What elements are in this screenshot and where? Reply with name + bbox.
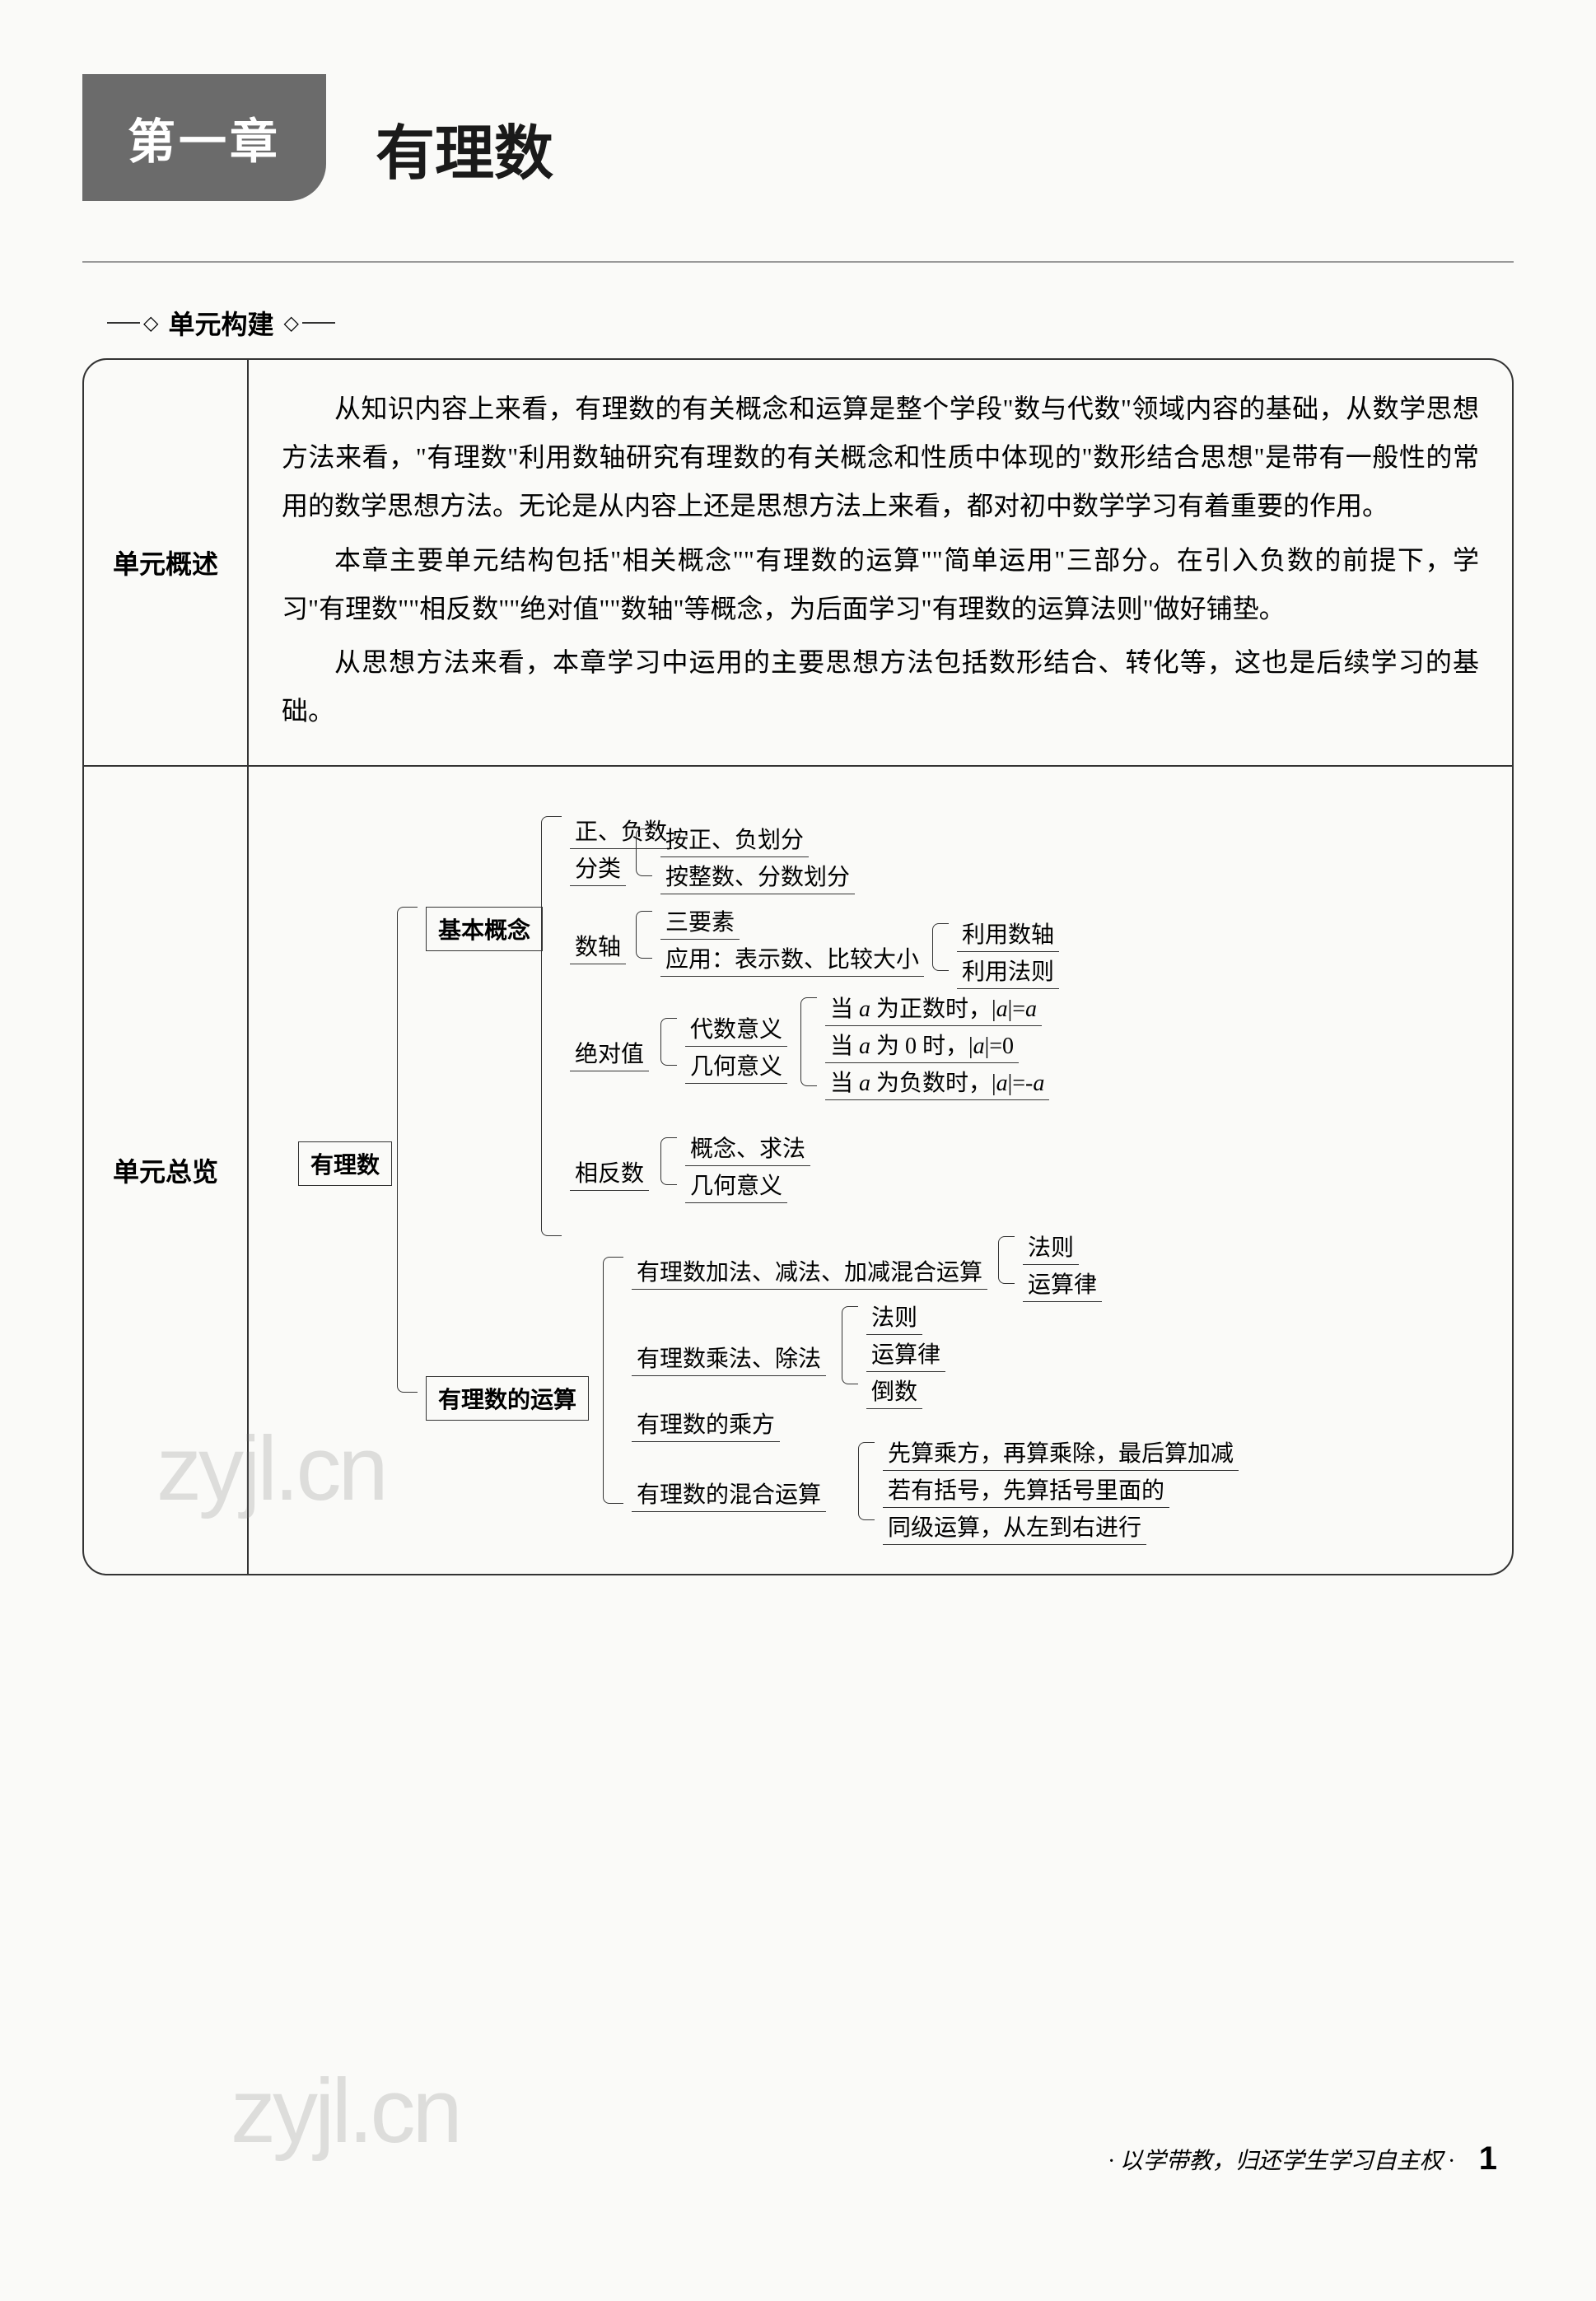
bracket-axis bbox=[636, 911, 652, 959]
classify-item-1: 按整数、分数划分 bbox=[660, 857, 855, 894]
mindmap: 有理数 基本概念 正、负数 分类 按正、负划分 按整数、分数划分 数轴 bbox=[282, 791, 1479, 1549]
muldiv-1: 运算律 bbox=[866, 1335, 945, 1372]
mixed-2: 同级运算，从左到右进行 bbox=[883, 1508, 1146, 1545]
marker-line bbox=[302, 322, 335, 324]
operations-node: 有理数的运算 bbox=[426, 1376, 589, 1421]
abs-case-1: 当 a 为 0 时，|a|=0 bbox=[825, 1026, 1019, 1063]
abs-node: 绝对值 bbox=[570, 1034, 649, 1071]
row-diagram: 单元总览 有理数 基本概念 正、负数 分类 按正、负划分 按整 bbox=[84, 767, 1512, 1574]
page-root: 第一章 有理数 ◇ 单元构建 ◇ 单元概述 从知识内容上来看，有理数的有关概念和… bbox=[0, 0, 1596, 2301]
addsub-0: 法则 bbox=[1023, 1228, 1079, 1265]
classify-node: 分类 bbox=[570, 849, 626, 886]
axis-app-0: 利用数轴 bbox=[957, 915, 1059, 952]
footer-motto: · 以学带教，归还学生学习自主权 · bbox=[1108, 2143, 1454, 2176]
overview-p2: 本章主要单元结构包括"相关概念""有理数的运算""简单运用"三部分。在引入负数的… bbox=[282, 536, 1479, 633]
overview-p1: 从知识内容上来看，有理数的有关概念和运算是整个学段"数与代数"领域内容的基础，从… bbox=[282, 385, 1479, 531]
overview-p3: 从思想方法来看，本章学习中运用的主要思想方法包括数形结合、转化等，这也是后续学习… bbox=[282, 638, 1479, 735]
overview-label: 单元概述 bbox=[84, 360, 249, 765]
bracket-basic bbox=[541, 816, 562, 1236]
root-node: 有理数 bbox=[298, 1141, 392, 1186]
section-marker: ◇ 单元构建 ◇ bbox=[107, 304, 1514, 342]
bracket-abs bbox=[660, 1018, 677, 1066]
diamond-icon: ◇ bbox=[143, 311, 158, 335]
muldiv-node: 有理数乘法、除法 bbox=[632, 1339, 826, 1376]
mixed-0: 先算乘方，再算乘除，最后算加减 bbox=[883, 1434, 1239, 1471]
axis-elements: 三要素 bbox=[660, 903, 740, 940]
basic-concepts-node: 基本概念 bbox=[426, 907, 543, 951]
opp-node: 相反数 bbox=[570, 1154, 649, 1191]
bracket-opp bbox=[660, 1137, 677, 1185]
posneg-node: 正、负数 bbox=[570, 812, 672, 849]
bracket-abs-cases bbox=[800, 997, 817, 1086]
bracket-axis-app bbox=[932, 923, 949, 971]
mixed-1: 若有括号，先算括号里面的 bbox=[883, 1471, 1169, 1508]
footer: · 以学带教，归还学生学习自主权 · 1 bbox=[1108, 2140, 1497, 2177]
marker-line bbox=[107, 322, 140, 324]
muldiv-2: 倒数 bbox=[866, 1372, 922, 1409]
abs-geo: 几何意义 bbox=[685, 1047, 787, 1084]
abs-case-0: 当 a 为正数时，|a|=a bbox=[825, 989, 1042, 1026]
bracket-root bbox=[397, 907, 418, 1393]
diagram-content: 有理数 基本概念 正、负数 分类 按正、负划分 按整数、分数划分 数轴 bbox=[249, 767, 1512, 1574]
bracket-ops bbox=[603, 1257, 623, 1504]
diamond-icon: ◇ bbox=[283, 311, 298, 335]
chapter-title: 有理数 bbox=[376, 105, 553, 201]
bracket-muldiv bbox=[842, 1306, 858, 1384]
overview-content: 从知识内容上来看，有理数的有关概念和运算是整个学段"数与代数"领域内容的基础，从… bbox=[249, 360, 1512, 765]
bracket-classify bbox=[636, 828, 652, 876]
muldiv-0: 法则 bbox=[866, 1298, 922, 1335]
watermark: zyjl.cn bbox=[231, 2059, 460, 2163]
addsub-node: 有理数加法、减法、加减混合运算 bbox=[632, 1253, 987, 1290]
page-number: 1 bbox=[1479, 2140, 1497, 2177]
abs-alg: 代数意义 bbox=[685, 1010, 787, 1047]
chapter-header: 第一章 有理数 bbox=[82, 74, 1514, 201]
abs-case-2: 当 a 为负数时，|a|=-a bbox=[825, 1063, 1049, 1100]
axis-app-1: 利用法则 bbox=[957, 952, 1059, 989]
row-overview: 单元概述 从知识内容上来看，有理数的有关概念和运算是整个学段"数与代数"领域内容… bbox=[84, 360, 1512, 767]
bracket-addsub bbox=[998, 1236, 1015, 1284]
axis-node: 数轴 bbox=[570, 927, 626, 964]
classify-item-0: 按正、负划分 bbox=[660, 820, 809, 857]
power-node: 有理数的乘方 bbox=[632, 1405, 780, 1442]
mixed-node: 有理数的混合运算 bbox=[632, 1475, 826, 1512]
bracket-mixed bbox=[858, 1442, 875, 1520]
opp-0: 概念、求法 bbox=[685, 1129, 810, 1166]
content-table: 单元概述 从知识内容上来看，有理数的有关概念和运算是整个学段"数与代数"领域内容… bbox=[82, 358, 1514, 1575]
section-label: 单元构建 bbox=[168, 304, 273, 342]
opp-1: 几何意义 bbox=[685, 1166, 787, 1203]
addsub-1: 运算律 bbox=[1023, 1265, 1102, 1302]
diagram-label: 单元总览 bbox=[84, 767, 249, 1574]
chapter-badge: 第一章 bbox=[82, 74, 326, 201]
axis-app: 应用：表示数、比较大小 bbox=[660, 940, 924, 977]
